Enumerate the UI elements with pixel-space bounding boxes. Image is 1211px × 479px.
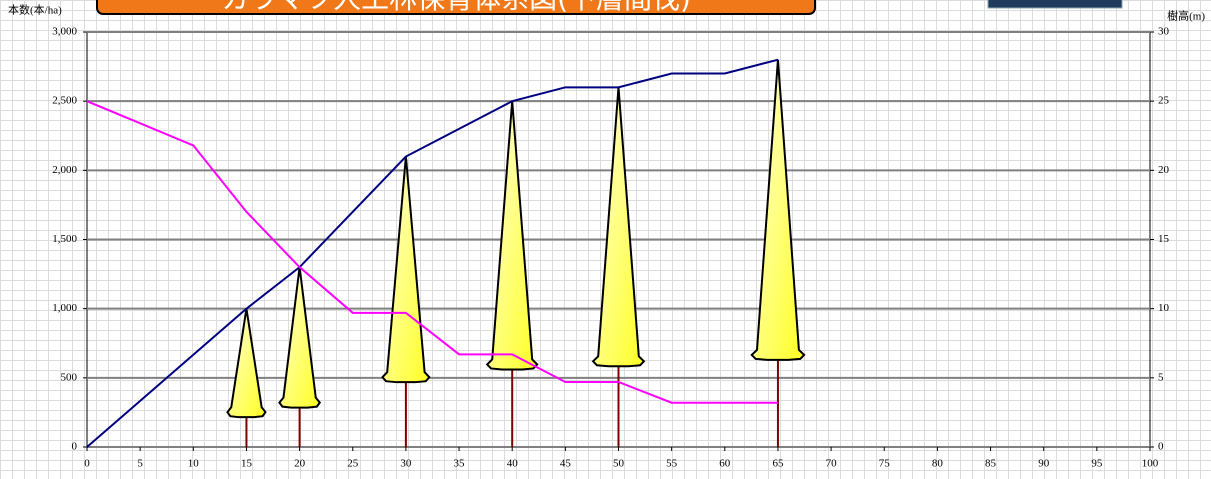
tree-crown (591, 87, 646, 368)
x-tick-label: 80 (932, 458, 944, 470)
x-tick-label: 50 (613, 458, 625, 470)
x-tick-label: 10 (188, 458, 200, 470)
y2-tick-label: 25 (1158, 95, 1170, 107)
x-tick-label: 75 (879, 458, 891, 470)
x-tick-label: 85 (985, 458, 997, 470)
y2-tick-label: 5 (1158, 371, 1164, 383)
y2-tick-label: 15 (1158, 233, 1170, 245)
tree-crown (750, 59, 806, 361)
x-tick-label: 25 (347, 458, 359, 470)
y-tick-label: 500 (61, 371, 78, 383)
x-tick-label: 5 (137, 458, 143, 470)
x-tick-label: 90 (1038, 458, 1050, 470)
x-tick-label: 0 (84, 458, 90, 470)
title-box (96, 0, 816, 15)
y2-tick-label: 10 (1158, 302, 1170, 314)
x-tick-label: 65 (772, 458, 784, 470)
tree-crown (278, 267, 322, 409)
y-axis-label: 本数(本/ha) (8, 3, 62, 17)
y-tick-label: 1,000 (52, 302, 77, 314)
chart-title: カラマツ人工林保育体系図(下層間伐) (221, 0, 691, 15)
y-tick-label: 2,000 (52, 164, 77, 176)
x-tick-label: 45 (560, 458, 572, 470)
tree-crown (485, 101, 539, 371)
header-button (987, 0, 1123, 9)
y2-tick-label: 20 (1158, 164, 1170, 176)
x-tick-label: 30 (400, 458, 412, 470)
y-tick-label: 2,500 (52, 95, 77, 107)
series-line (86, 58, 779, 448)
x-tick-label: 60 (719, 458, 731, 470)
x-tick-label: 40 (507, 458, 519, 470)
series-line (86, 100, 778, 404)
y-tick-label: 3,000 (52, 26, 77, 38)
y2-tick-label: 30 (1158, 26, 1170, 38)
tree-crown (226, 308, 267, 419)
y2-axis-label: 樹高(m) (1167, 9, 1205, 23)
tree-crown (381, 156, 431, 384)
y-tick-label: 0 (72, 441, 78, 453)
x-tick-label: 35 (454, 458, 466, 470)
x-tick-label: 20 (294, 458, 306, 470)
y-tick-label: 1,500 (52, 233, 77, 245)
x-tick-label: 100 (1142, 458, 1159, 470)
x-tick-label: 55 (666, 458, 678, 470)
x-tick-label: 15 (241, 458, 253, 470)
x-tick-label: 70 (826, 458, 838, 470)
y2-tick-label: 0 (1158, 441, 1164, 453)
x-tick-label: 95 (1091, 458, 1103, 470)
